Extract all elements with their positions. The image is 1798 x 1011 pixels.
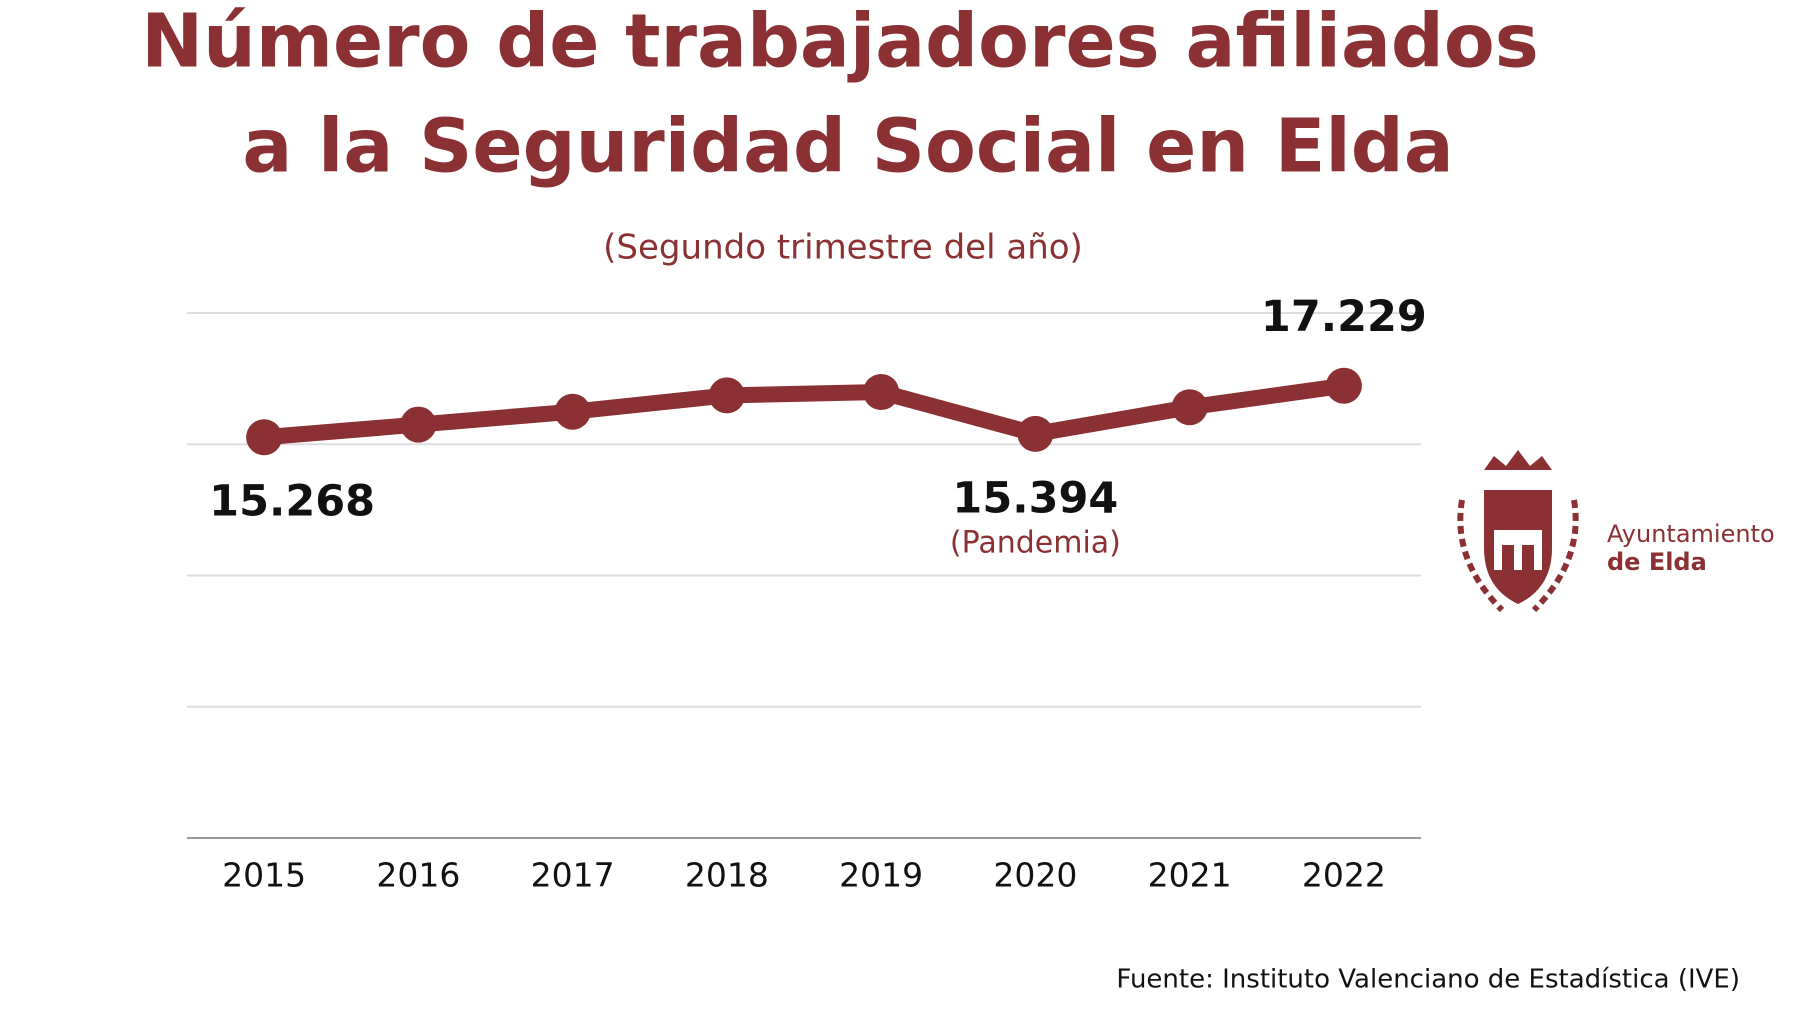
chart-subtitle: (Segundo trimestre del año) bbox=[603, 228, 1083, 268]
logo bbox=[1457, 450, 1579, 613]
data-point bbox=[863, 374, 900, 411]
data-label: 17.229 bbox=[1261, 292, 1427, 342]
chart-title: Número de trabajadores afiliados bbox=[141, 0, 1539, 85]
data-point bbox=[708, 377, 745, 414]
x-tick-label: 2018 bbox=[685, 856, 769, 895]
data-label: 15.394 bbox=[952, 473, 1118, 523]
data-label: 15.268 bbox=[209, 477, 375, 527]
logo-text: Ayuntamiento bbox=[1607, 520, 1775, 548]
annotation: (Pandemia) bbox=[950, 525, 1121, 560]
data-point bbox=[400, 406, 437, 443]
x-tick-label: 2016 bbox=[376, 856, 460, 895]
logo-castle bbox=[1494, 530, 1542, 570]
x-tick-label: 2022 bbox=[1302, 856, 1386, 895]
data-point bbox=[554, 393, 591, 430]
x-tick-label: 2019 bbox=[839, 856, 923, 895]
x-tick-label: 2021 bbox=[1148, 856, 1232, 895]
data-point bbox=[1171, 389, 1208, 426]
logo-door bbox=[1522, 545, 1534, 570]
logo-door bbox=[1502, 545, 1514, 570]
logo-crown bbox=[1484, 450, 1552, 470]
x-tick-label: 2015 bbox=[222, 856, 306, 895]
x-tick-label: 2017 bbox=[531, 856, 615, 895]
x-tick-label: 2020 bbox=[993, 856, 1077, 895]
data-point bbox=[1325, 367, 1362, 404]
source-note: Fuente: Instituto Valenciano de Estadíst… bbox=[1116, 965, 1740, 995]
data-point bbox=[246, 419, 283, 456]
logo-laurel bbox=[1457, 499, 1579, 613]
line bbox=[263, 377, 1345, 446]
data-point bbox=[1017, 415, 1054, 452]
chart-title: a la Seguridad Social en Elda bbox=[242, 104, 1453, 190]
logo-text: de Elda bbox=[1607, 548, 1707, 576]
